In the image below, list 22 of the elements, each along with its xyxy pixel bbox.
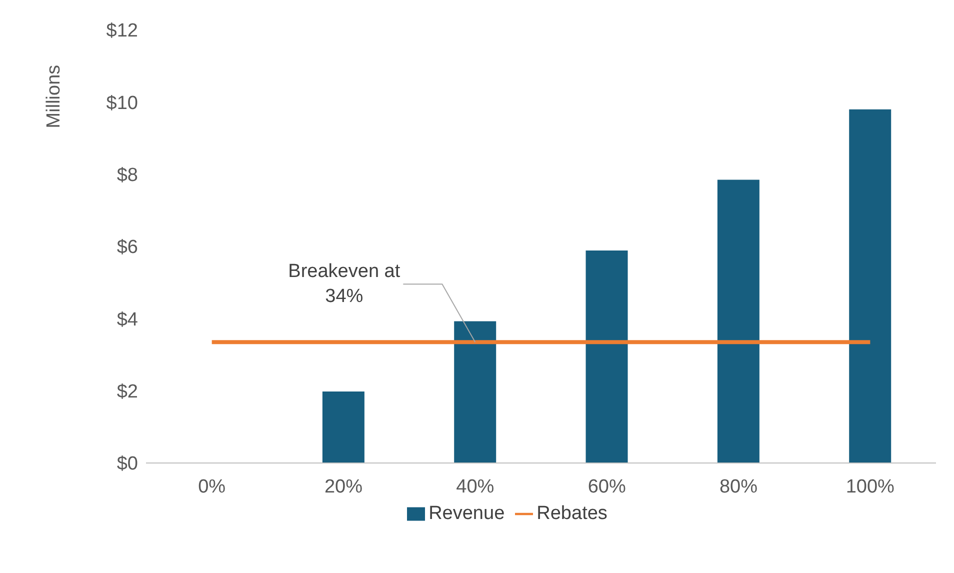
y-tick-label: $10	[106, 92, 138, 114]
x-tick-label: 0%	[198, 476, 226, 498]
y-tick-label: $8	[116, 165, 138, 186]
annotation: Breakeven at 34%	[288, 261, 401, 308]
y-tick-label: $2	[116, 382, 138, 403]
legend-label: Rebates	[536, 503, 608, 524]
bar	[454, 321, 496, 463]
legend-label: Revenue	[428, 503, 505, 524]
x-tick-label: 60%	[588, 476, 626, 498]
bar	[322, 392, 364, 463]
y-tick-label: $6	[116, 237, 138, 258]
y-tick-label: $12	[106, 20, 138, 42]
x-tick-label: 20%	[324, 476, 363, 498]
x-tick-label: 80%	[719, 476, 758, 498]
bar	[849, 109, 892, 463]
bar	[586, 250, 628, 463]
x-tick-label: 40%	[456, 476, 494, 498]
y-tick-label: $0	[116, 454, 138, 475]
y-axis-title: Millions	[44, 64, 65, 128]
bar	[717, 180, 760, 463]
y-tick-label: $4	[116, 309, 138, 330]
x-tick-label: 100%	[846, 476, 895, 498]
